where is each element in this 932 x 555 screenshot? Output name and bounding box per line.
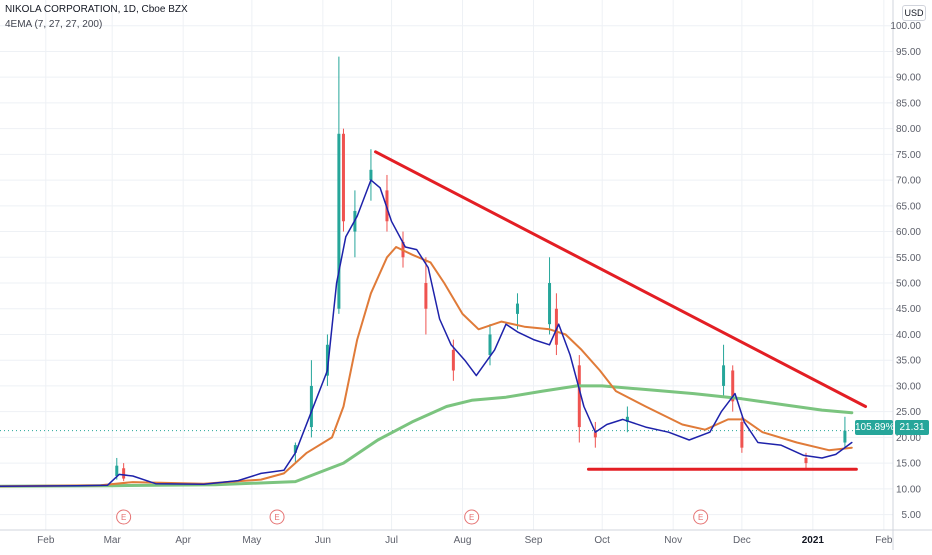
candle-body	[731, 370, 735, 402]
candle-body	[804, 457, 808, 464]
x-tick-label: Aug	[454, 535, 472, 546]
candle-body	[451, 349, 455, 371]
y-tick-label: 10.00	[896, 484, 921, 495]
candle-body	[337, 133, 341, 309]
earnings-marker[interactable]	[116, 509, 132, 525]
y-tick-label: 100.00	[890, 21, 921, 32]
candle-body	[577, 365, 581, 428]
y-tick-label: 85.00	[896, 98, 921, 109]
earnings-marker[interactable]	[464, 509, 480, 525]
y-tick-label: 5.00	[902, 510, 922, 521]
y-tick-label: 70.00	[896, 176, 921, 187]
candle-body	[625, 416, 629, 422]
candle-body	[293, 445, 297, 453]
descending-trendline[interactable]	[374, 150, 868, 409]
y-tick-label: 50.00	[896, 279, 921, 290]
x-tick-label: Jun	[315, 535, 331, 546]
y-tick-label: 65.00	[896, 201, 921, 212]
y-tick-label: 25.00	[896, 407, 921, 418]
candle-body	[515, 303, 519, 314]
y-tick-label: 45.00	[896, 304, 921, 315]
earnings-marker[interactable]	[693, 509, 709, 525]
ema-line-2	[0, 384, 854, 488]
candle-body	[722, 365, 726, 386]
x-tick-label: Mar	[104, 535, 122, 546]
y-tick-label: 80.00	[896, 124, 921, 135]
y-tick-label: 60.00	[896, 227, 921, 238]
last-percent-label: 105.89%	[855, 420, 895, 435]
x-tick-label: Feb	[37, 535, 55, 546]
x-tick-label: Apr	[175, 535, 191, 546]
y-tick-label: 30.00	[896, 381, 921, 392]
candle-body	[593, 432, 597, 438]
y-tick-label: 75.00	[896, 150, 921, 161]
drawings	[374, 150, 868, 471]
x-tick-label: Nov	[664, 535, 682, 546]
earnings-marker[interactable]	[269, 509, 285, 525]
time-axis: Feb Mar Apr May Jun Jul Aug Sep Oct Nov Dec 2021 Feb	[0, 529, 932, 546]
ema-line-1	[0, 246, 853, 488]
y-tick-label: 95.00	[896, 47, 921, 58]
x-tick-label: May	[242, 535, 261, 546]
x-tick-label: 2021	[802, 535, 825, 546]
earnings-label: E	[698, 513, 703, 522]
earnings-label: E	[469, 513, 474, 522]
candles	[115, 56, 847, 482]
currency-button[interactable]: USD	[902, 5, 926, 21]
price-axis: 5.00 10.00 15.00 20.00 25.00 30.00 35.00 40.00 4…	[890, 0, 921, 550]
y-tick-label: 55.00	[896, 253, 921, 264]
earnings-label: E	[274, 513, 279, 522]
candle-body	[369, 169, 373, 181]
grid	[0, 0, 893, 530]
indicator-legend[interactable]: 4EMA (7, 27, 27, 200)	[5, 19, 103, 30]
candle-body	[548, 283, 552, 325]
x-tick-label: Sep	[525, 535, 543, 546]
last-price-label: 21.31	[895, 420, 929, 435]
x-tick-label: Feb	[875, 535, 893, 546]
ema-line-0	[0, 179, 853, 488]
y-tick-label: 20.00	[896, 433, 921, 444]
candle-body	[309, 385, 313, 428]
candle-body	[740, 421, 744, 448]
y-tick-label: 40.00	[896, 330, 921, 341]
y-tick-label: 35.00	[896, 356, 921, 367]
candle-body	[115, 465, 119, 476]
candle-body	[843, 430, 847, 443]
candle-body	[122, 468, 126, 479]
candle-body	[554, 308, 558, 345]
x-tick-label: Oct	[594, 535, 610, 546]
ema-27-line	[0, 246, 853, 488]
candle-body	[488, 334, 492, 356]
ema-7-line	[0, 179, 853, 488]
symbol-title: NIKOLA CORPORATION, 1D, Cboe BZX	[5, 4, 188, 15]
y-tick-label: 15.00	[896, 459, 921, 470]
candle-body	[341, 133, 345, 222]
candle-body	[424, 283, 428, 309]
earnings-label: E	[121, 513, 126, 522]
y-tick-label: 90.00	[896, 73, 921, 84]
candle-body	[325, 344, 329, 376]
x-tick-label: Jul	[385, 535, 398, 546]
x-tick-label: Dec	[733, 535, 751, 546]
ema-200-line	[0, 384, 854, 488]
